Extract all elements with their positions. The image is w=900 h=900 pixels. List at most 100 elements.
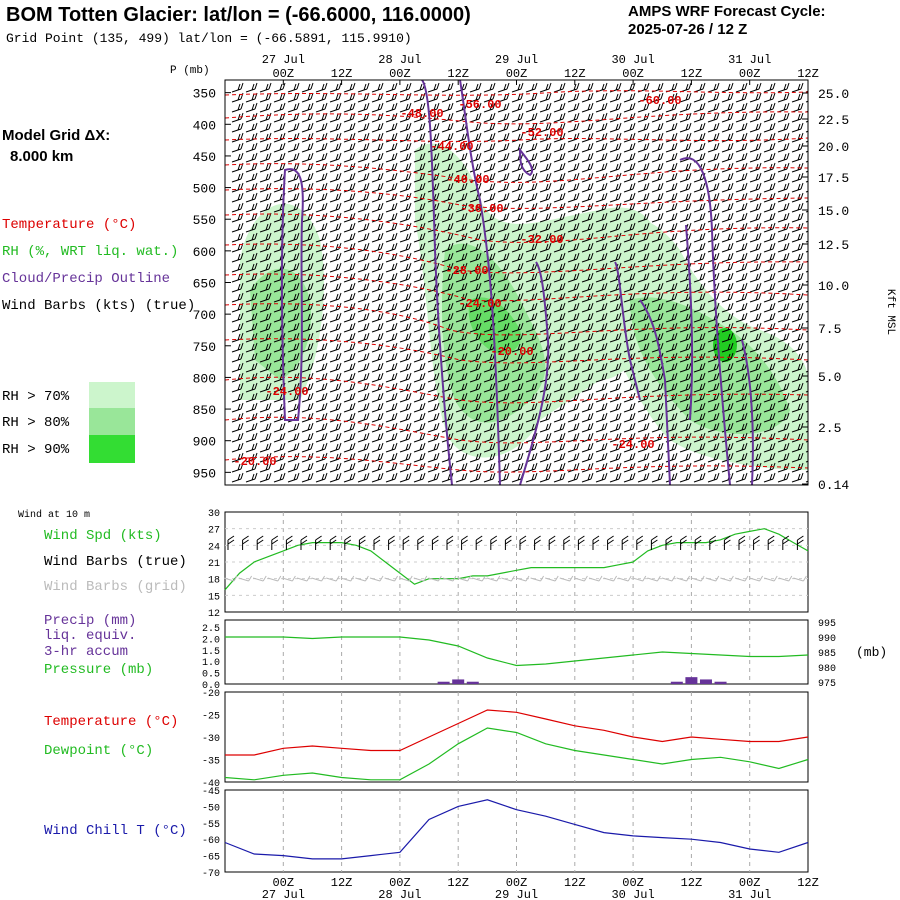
wind-10m-header: Wind at 10 m bbox=[18, 510, 91, 521]
wind-barb bbox=[791, 312, 804, 323]
wind-barb bbox=[357, 402, 370, 413]
wind-barb bbox=[791, 282, 804, 293]
wind-barb bbox=[231, 172, 244, 183]
wind-barb bbox=[651, 92, 664, 103]
wind-barb bbox=[483, 192, 496, 203]
wind-barb bbox=[665, 212, 678, 223]
wind-barb bbox=[665, 172, 678, 183]
wind-barb bbox=[735, 442, 748, 453]
wind-barb bbox=[735, 312, 748, 323]
wind-barb bbox=[609, 212, 622, 223]
wind-barb bbox=[777, 452, 790, 463]
bottom-date-label: 29 Jul bbox=[495, 888, 538, 900]
pressure-label: Pressure (mb) bbox=[44, 662, 154, 678]
wind-barb bbox=[749, 162, 762, 173]
wind-barb bbox=[301, 422, 314, 433]
cloud-outlines bbox=[280, 80, 754, 485]
wind-barb bbox=[329, 82, 342, 93]
wind-barb bbox=[637, 282, 650, 293]
wind-barb bbox=[455, 382, 468, 393]
wind-barb bbox=[553, 382, 566, 393]
wind-barb bbox=[343, 412, 356, 423]
wind-barb bbox=[441, 252, 454, 263]
wind-barb bbox=[525, 192, 538, 203]
wind-barb bbox=[385, 102, 398, 113]
wind-chill-tick-label: -60 bbox=[202, 836, 220, 847]
wind-barb bbox=[441, 312, 454, 323]
legend-wind-barbs: Wind Barbs (kts) (true) bbox=[2, 298, 196, 314]
wind-barb bbox=[399, 422, 412, 433]
wind-barb bbox=[511, 302, 524, 313]
wind-barb bbox=[665, 92, 678, 103]
wind-barb bbox=[525, 122, 538, 133]
height-tick-label: 20.0 bbox=[818, 140, 849, 155]
wind-barb bbox=[413, 362, 426, 373]
height-tick-label: 5.0 bbox=[818, 370, 841, 385]
surface-wind-barb-grid bbox=[764, 575, 778, 582]
wind-barb bbox=[749, 262, 762, 273]
wind-barb bbox=[623, 272, 636, 283]
wind-barb bbox=[231, 322, 244, 333]
wind-barb bbox=[595, 302, 608, 313]
legend-rh90-swatch bbox=[89, 435, 135, 463]
surface-wind-barb-grid bbox=[559, 575, 574, 582]
wind-barb bbox=[567, 252, 580, 263]
wind-barb bbox=[483, 412, 496, 423]
wind-barb bbox=[679, 462, 692, 473]
wind-barb bbox=[273, 472, 286, 483]
wind-barb bbox=[427, 452, 440, 463]
wind-barb bbox=[357, 372, 370, 383]
wind-barb bbox=[259, 452, 272, 463]
wind-barb bbox=[329, 402, 342, 413]
wind-barb bbox=[245, 122, 258, 133]
wind-barb bbox=[497, 212, 510, 223]
precip-tick-label: 2.0 bbox=[202, 635, 220, 646]
wind-barb bbox=[721, 302, 734, 313]
wind-barb bbox=[315, 282, 328, 293]
wind-barb bbox=[651, 112, 664, 123]
surface-wind-barb-true bbox=[723, 535, 731, 550]
wind-barb bbox=[721, 132, 734, 143]
wind-speed-tick-label: 21 bbox=[208, 559, 220, 570]
surface-wind-barb-true bbox=[767, 535, 775, 550]
wind-barb bbox=[721, 202, 734, 213]
pressure-tick-label: 950 bbox=[193, 466, 216, 481]
wind-barb bbox=[287, 352, 300, 363]
pressure-tick-label: 650 bbox=[193, 277, 216, 292]
wind-barb bbox=[553, 132, 566, 143]
wind-barb bbox=[231, 472, 244, 483]
surface-wind-barb-true bbox=[446, 535, 454, 550]
wind-barb bbox=[777, 122, 790, 133]
wind-barb bbox=[567, 172, 580, 183]
wind-barb bbox=[273, 92, 286, 103]
wind-barb bbox=[385, 162, 398, 173]
wind-barb bbox=[693, 92, 706, 103]
surface-wind-barb-grid bbox=[676, 575, 691, 582]
precip-bar bbox=[685, 677, 698, 684]
wind-barb bbox=[539, 392, 552, 403]
wind-barb bbox=[357, 182, 370, 193]
wind-barb bbox=[581, 372, 594, 383]
wind-barb bbox=[763, 232, 776, 243]
wind-barb bbox=[329, 262, 342, 273]
wind-barb bbox=[539, 152, 552, 163]
wind-barb bbox=[777, 332, 790, 343]
wind-barb bbox=[595, 382, 608, 393]
wind-barb bbox=[595, 322, 608, 333]
temperature-contour-label: -32.00 bbox=[520, 233, 563, 247]
wind-barb bbox=[301, 432, 314, 443]
wind-barb bbox=[777, 472, 790, 483]
wind-barb bbox=[329, 92, 342, 103]
wind-barb bbox=[637, 412, 650, 423]
wind-barb bbox=[539, 172, 552, 183]
wind-barb bbox=[469, 422, 482, 433]
wind-barb bbox=[581, 312, 594, 323]
wind-barb bbox=[707, 452, 720, 463]
wind-barb bbox=[343, 82, 356, 93]
wind-barb bbox=[301, 142, 314, 153]
wind-barb bbox=[651, 162, 664, 173]
wind-barb bbox=[707, 82, 720, 93]
wind-barb bbox=[693, 232, 706, 243]
wind-barb bbox=[581, 222, 594, 233]
wind-barb bbox=[469, 272, 482, 283]
